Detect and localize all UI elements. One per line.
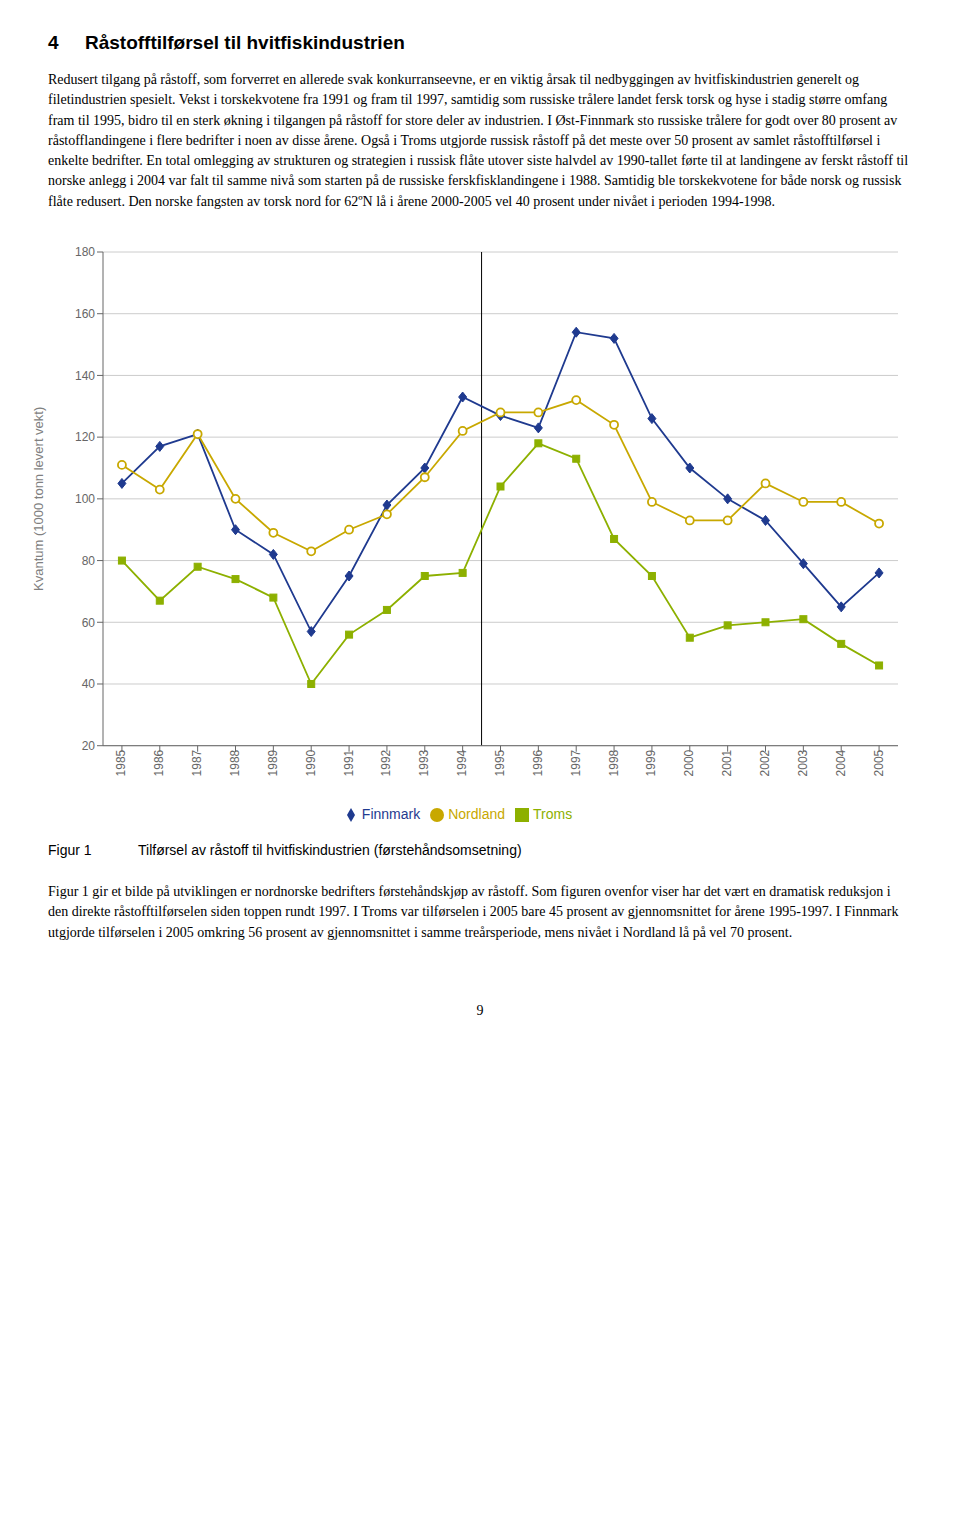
svg-text:60: 60: [82, 616, 96, 630]
svg-text:120: 120: [75, 430, 95, 444]
svg-text:2003: 2003: [796, 749, 810, 776]
html-text:Nordland: Nordland: [448, 805, 505, 822]
svg-text:20: 20: [82, 739, 96, 753]
svg-text:1999: 1999: [644, 749, 658, 776]
html-text:Finnmark: Finnmark: [361, 805, 421, 822]
html-text:Figur 1: Figur 1: [48, 842, 92, 859]
svg-text:80: 80: [82, 554, 96, 568]
html-text:Tilførsel av råstoff til hvitf: Tilførsel av råstoff til hvitfiskindustr…: [138, 842, 522, 859]
svg-text:1985: 1985: [114, 749, 128, 776]
svg-text:100: 100: [75, 492, 95, 506]
svg-text:140: 140: [75, 369, 95, 383]
svg-text:1988: 1988: [228, 749, 242, 776]
svg-text:2000: 2000: [682, 749, 696, 776]
svg-text:1990: 1990: [304, 749, 318, 776]
svg-text:1991: 1991: [342, 749, 356, 776]
svg-text:180: 180: [75, 245, 95, 259]
svg-text:2002: 2002: [758, 749, 772, 776]
svg-text:2004: 2004: [834, 749, 848, 776]
svg-text:1995: 1995: [493, 749, 507, 776]
svg-text:1993: 1993: [417, 749, 431, 776]
svg-text:1997: 1997: [569, 749, 583, 776]
svg-text:160: 160: [75, 307, 95, 321]
html-text:9: 9: [476, 1003, 484, 1018]
svg-text:1996: 1996: [531, 749, 545, 776]
svg-text:2005: 2005: [872, 749, 886, 776]
svg-text:1992: 1992: [379, 749, 393, 776]
svg-text:1989: 1989: [266, 749, 280, 776]
svg-text:1987: 1987: [190, 749, 204, 776]
svg-text:1994: 1994: [455, 749, 469, 776]
svg-text:Kvantum (1000 tonn levert vekt: Kvantum (1000 tonn levert vekt): [31, 407, 46, 591]
html-text:Troms: Troms: [533, 805, 573, 822]
html-text:4 Råstofftilførsel til hvitfis: 4 Råstofftilførsel til hvitfiskindustrie…: [48, 32, 405, 53]
svg-text:1998: 1998: [607, 749, 621, 776]
svg-text:1986: 1986: [152, 749, 166, 776]
html-text:Figur 1 gir et bilde på utvikl: Figur 1 gir et bilde på utviklingen er n…: [48, 884, 899, 940]
svg-text:2001: 2001: [720, 749, 734, 776]
svg-text:40: 40: [82, 677, 96, 691]
html-text:Redusert tilgang på råstoff, s: Redusert tilgang på råstoff, som forverr…: [48, 72, 909, 209]
